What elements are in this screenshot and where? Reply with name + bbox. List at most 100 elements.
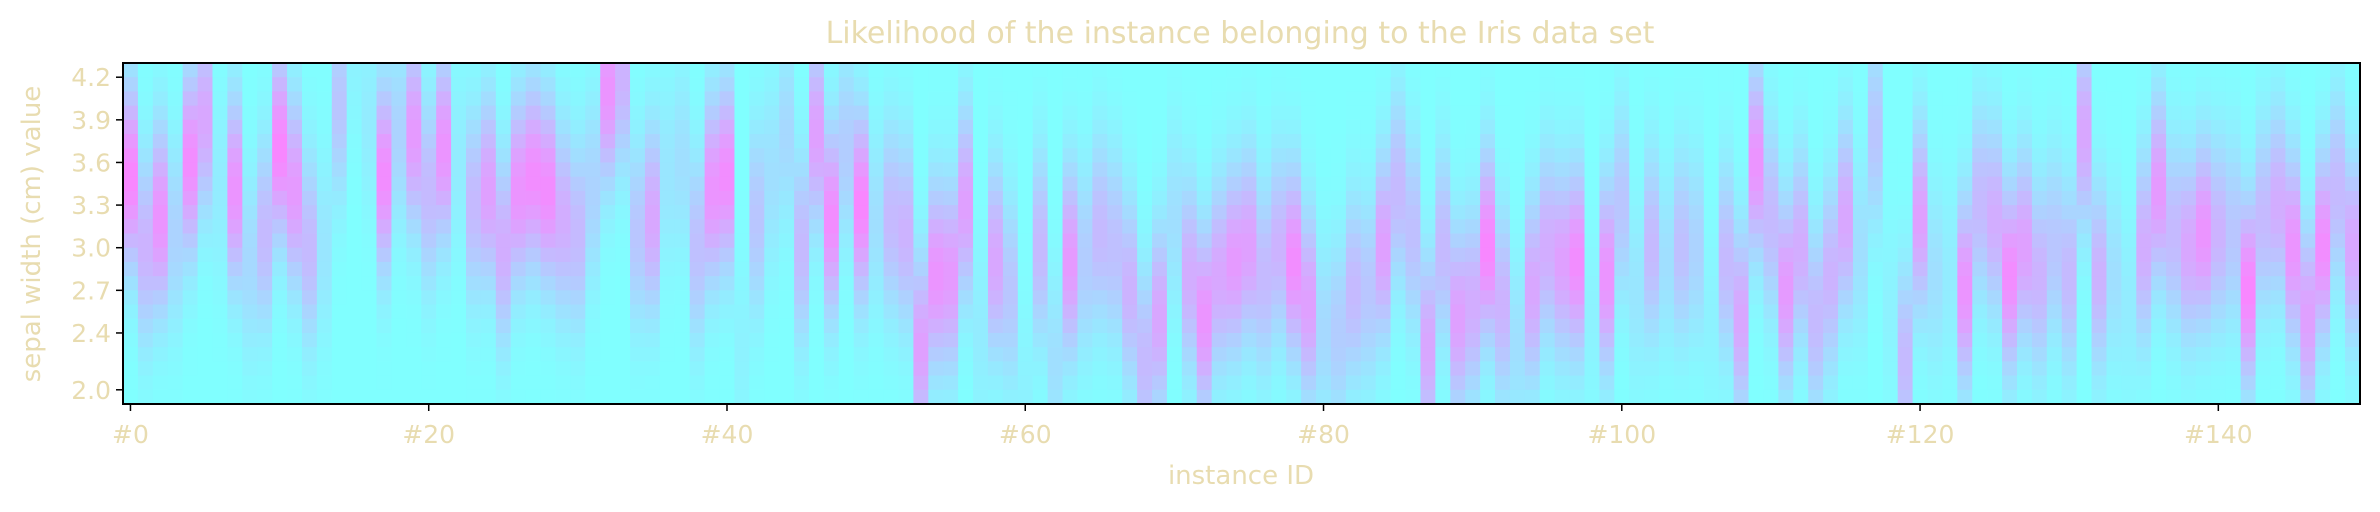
heatmap-cell <box>2091 119 2108 135</box>
heatmap-cell <box>973 219 989 235</box>
heatmap-cell <box>794 318 810 334</box>
heatmap-cell <box>809 148 825 164</box>
heatmap-cell <box>1703 389 1720 405</box>
heatmap-cell <box>1867 77 1884 93</box>
heatmap-cell <box>868 91 885 107</box>
heatmap-cell <box>2121 63 2137 78</box>
heatmap-cell <box>1808 389 1824 405</box>
heatmap-cell <box>764 332 780 348</box>
heatmap-cell <box>1867 261 1884 277</box>
heatmap-cell <box>540 148 557 164</box>
heatmap-cell <box>1912 148 1929 164</box>
heatmap-cell <box>1972 91 1988 107</box>
heatmap-cell <box>1286 276 1302 291</box>
heatmap-cell <box>182 290 199 306</box>
heatmap-cell <box>123 63 139 78</box>
heatmap-cell <box>2240 261 2257 277</box>
heatmap-cell <box>1912 247 1929 263</box>
heatmap-cell <box>1211 219 1228 235</box>
heatmap-cell <box>555 247 571 263</box>
heatmap-cell <box>2255 63 2272 78</box>
heatmap-cell <box>316 389 333 405</box>
heatmap-cell <box>838 63 855 78</box>
heatmap-cell <box>719 233 736 249</box>
heatmap-cell <box>1778 77 1794 93</box>
heatmap-cell <box>1823 63 1839 78</box>
heatmap-cell <box>1047 347 1064 362</box>
heatmap-cell <box>1972 233 1988 249</box>
heatmap-cell <box>749 375 765 391</box>
heatmap-cell <box>838 304 855 320</box>
heatmap-cell <box>2210 347 2227 362</box>
heatmap-cell <box>2106 219 2122 235</box>
heatmap-cell <box>2225 176 2242 192</box>
heatmap-cell <box>1405 361 1422 377</box>
heatmap-cell <box>1166 389 1183 405</box>
heatmap-cell <box>1748 318 1765 334</box>
heatmap-cell <box>1912 233 1929 249</box>
heatmap-cell <box>853 91 870 107</box>
heatmap-cell <box>644 261 661 277</box>
heatmap-cell <box>421 375 437 391</box>
heatmap-cell <box>943 375 959 391</box>
heatmap-cell <box>1554 148 1571 164</box>
heatmap-cell <box>2225 290 2242 306</box>
heatmap-cell <box>1480 148 1496 164</box>
heatmap-cell <box>1256 347 1272 362</box>
heatmap-cell <box>152 162 169 178</box>
heatmap-cell <box>525 361 542 377</box>
heatmap-cell <box>630 105 646 121</box>
heatmap-cell <box>1852 176 1869 192</box>
heatmap-cell <box>1405 318 1422 334</box>
heatmap-cell <box>242 290 258 306</box>
heatmap-cell <box>1733 276 1750 291</box>
heatmap-cell <box>615 233 631 249</box>
heatmap-cell <box>1152 261 1168 277</box>
heatmap-cell <box>346 176 363 192</box>
heatmap-cell <box>197 162 214 178</box>
heatmap-cell <box>227 290 243 306</box>
heatmap-cell <box>1480 162 1496 178</box>
heatmap-cell <box>1465 361 1481 377</box>
heatmap-cell <box>1122 332 1138 348</box>
heatmap-cell <box>1718 347 1735 362</box>
heatmap-cell <box>600 119 616 135</box>
heatmap-cell <box>436 134 452 149</box>
heatmap-cell <box>1330 233 1347 249</box>
heatmap-cell <box>1733 77 1750 93</box>
heatmap-cell <box>1211 318 1228 334</box>
heatmap-cell <box>421 276 437 291</box>
heatmap-cell <box>928 105 944 121</box>
heatmap-cell <box>809 261 825 277</box>
heatmap-cell <box>1584 261 1601 277</box>
heatmap-cell <box>2136 148 2152 164</box>
heatmap-cell <box>301 261 318 277</box>
heatmap-cell <box>644 389 661 405</box>
heatmap-cell <box>1062 318 1079 334</box>
heatmap-cell <box>1286 375 1302 391</box>
heatmap-cell <box>495 205 512 220</box>
heatmap-cell <box>1345 347 1362 362</box>
heatmap-cell <box>2016 304 2033 320</box>
heatmap-cell <box>898 375 914 391</box>
heatmap-cell <box>630 63 646 78</box>
heatmap-cell <box>1211 375 1228 391</box>
heatmap-cell <box>421 148 437 164</box>
heatmap-cell <box>1062 148 1079 164</box>
heatmap-cell <box>361 233 378 249</box>
heatmap-cell <box>391 77 407 93</box>
heatmap-cell <box>2061 261 2078 277</box>
heatmap-cell <box>1987 276 2003 291</box>
heatmap-cell <box>838 361 855 377</box>
heatmap-cell <box>1092 233 1108 249</box>
heatmap-cell <box>1838 247 1854 263</box>
heatmap-cell <box>1271 304 1287 320</box>
heatmap-cell <box>123 219 139 235</box>
heatmap-cell <box>1032 91 1049 107</box>
heatmap-cell <box>1405 304 1422 320</box>
heatmap-cell <box>2240 205 2257 220</box>
heatmap-cell <box>987 162 1004 178</box>
heatmap-cell <box>1480 134 1496 149</box>
heatmap-cell <box>2121 148 2137 164</box>
heatmap-cell <box>1688 290 1705 306</box>
